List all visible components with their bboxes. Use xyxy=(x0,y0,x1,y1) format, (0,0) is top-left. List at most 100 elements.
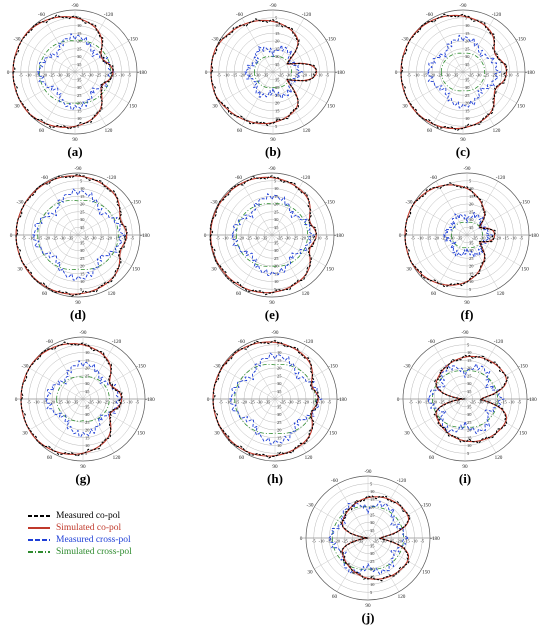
polar-panel-f: 0 30 60 90 120 150 -180 -150 -120 -90 -60 -30 -5 -5 5 5… xyxy=(392,163,542,325)
radial-tick-label: -15 xyxy=(41,400,48,405)
radial-tick-label: -30 xyxy=(91,236,98,241)
radial-tick-label: 15 xyxy=(469,271,474,276)
angular-tick-label: -60 xyxy=(46,339,53,345)
radial-tick-label: 5 xyxy=(275,124,278,129)
radial-tick-label: 30 xyxy=(274,217,279,222)
simulated-co-pol-series-f xyxy=(404,184,496,286)
radial-tick-label: 15 xyxy=(275,31,280,36)
angular-tick-label: 30 xyxy=(211,266,217,272)
radial-tick-label: -15 xyxy=(425,236,432,241)
angular-tick-label: 150 xyxy=(517,103,525,109)
polar-plot-i: 0 30 60 90 120 150 -180 -150 -120 -90 -60 -30 -5 -5 5 5… xyxy=(397,330,537,470)
radial-tick-label: 25 xyxy=(467,420,472,425)
grid-spoke xyxy=(29,367,84,400)
polar-panel-e: 0 30 60 90 120 150 -180 -150 -120 -90 -60 -30 -5 -5 5 5… xyxy=(197,163,347,325)
radial-tick-label: 35 xyxy=(465,62,470,67)
radial-tick-label: 30 xyxy=(275,85,280,90)
radial-tick-label: -20 xyxy=(106,236,113,241)
radial-tick-label: 10 xyxy=(80,279,85,284)
angular-tick-label: -90 xyxy=(272,330,279,336)
radial-tick-label: 5 xyxy=(80,178,83,183)
grid-spoke xyxy=(240,234,273,289)
radial-tick-label: 5 xyxy=(85,451,88,456)
radial-tick-label: -10 xyxy=(34,400,41,405)
radial-tick-label: -25 xyxy=(439,400,446,405)
radial-tick-label: -10 xyxy=(29,236,36,241)
angular-tick-label: -120 xyxy=(301,175,311,181)
angular-tick-label: -60 xyxy=(238,339,245,345)
simulated-co-pol-series-h xyxy=(212,341,319,457)
radial-tick-label: 20 xyxy=(275,101,280,106)
angular-tick-label: -150 xyxy=(516,36,526,42)
angular-tick-label: 150 xyxy=(521,266,529,272)
simulated-co-pol-series-b xyxy=(210,19,318,125)
panel-label-a: (a) xyxy=(67,144,83,159)
radial-tick-label: -35 xyxy=(280,400,287,405)
angular-tick-label: 120 xyxy=(398,594,406,600)
angular-tick-label: -30 xyxy=(402,36,409,42)
radial-tick-label: -5 xyxy=(127,73,131,78)
measured-cross-pol-series-j xyxy=(328,500,410,575)
panel-label-c: (c) xyxy=(455,144,471,159)
radial-tick-label: 25 xyxy=(275,93,280,98)
radial-tick-label: -30 xyxy=(476,73,483,78)
radial-tick-label: 5 xyxy=(80,287,83,292)
angular-tick-label: 30 xyxy=(402,103,408,109)
polar-panel-i: 0 30 60 90 120 150 -180 -150 -120 -90 -60 -30 -5 -5 5 5… xyxy=(390,327,540,489)
radial-tick-label: 30 xyxy=(277,412,282,417)
radial-tick-label: -25 xyxy=(437,73,444,78)
angular-tick-label: 90 xyxy=(80,464,86,470)
grid-spoke xyxy=(413,234,468,267)
angular-tick-label: 120 xyxy=(495,455,503,461)
radial-tick-label: 20 xyxy=(465,101,470,106)
polar-panel-h: 0 30 60 90 120 150 -180 -150 -120 -90 -60 -30 -5 -5 5 5… xyxy=(200,327,350,489)
radial-tick-label: -10 xyxy=(119,73,126,78)
angular-tick-label: -90 xyxy=(464,166,471,172)
radial-tick-label: 20 xyxy=(467,428,472,433)
grid-spoke xyxy=(271,234,326,267)
angular-tick-label: -120 xyxy=(112,339,122,345)
grid-spoke xyxy=(462,40,517,73)
simulated-cross-pol-series-c xyxy=(440,52,486,92)
grid-spoke xyxy=(464,367,519,400)
grid-spoke xyxy=(272,18,305,73)
grid-spoke xyxy=(272,40,327,73)
radial-tick-label: -5 xyxy=(19,73,23,78)
measured-cross-pol-series-f xyxy=(443,211,493,258)
grid-spoke xyxy=(462,71,517,104)
angular-tick-label: -180 xyxy=(525,70,535,76)
legend-label-simulated-cross-pol: Simulated cross-pol xyxy=(56,547,132,557)
angular-tick-label: -30 xyxy=(17,199,24,205)
radial-tick-label: -30 xyxy=(57,73,64,78)
radial-tick-label: 5 xyxy=(467,342,470,347)
radial-tick-label: 25 xyxy=(80,256,85,261)
radial-tick-label: -35 xyxy=(262,73,269,78)
radial-tick-label: -35 xyxy=(472,236,479,241)
grid-spoke xyxy=(462,18,495,73)
radial-tick-label: 10 xyxy=(467,350,472,355)
radial-tick-label: -25 xyxy=(292,236,299,241)
angular-tick-label: 60 xyxy=(47,455,53,461)
angular-tick-label: 30 xyxy=(17,266,23,272)
angular-tick-label: -120 xyxy=(496,175,506,181)
angular-tick-label: 90 xyxy=(272,464,278,470)
angular-tick-label: -120 xyxy=(494,339,504,345)
angular-tick-label: -150 xyxy=(421,502,431,508)
angular-tick-label: -90 xyxy=(460,3,467,9)
radial-tick-label: 25 xyxy=(277,373,282,378)
angular-tick-label: -90 xyxy=(270,3,277,9)
radial-tick-label: 15 xyxy=(370,574,375,579)
radial-tick-label: 25 xyxy=(77,46,82,51)
measured-cross-pol-series-d xyxy=(32,188,126,281)
angular-tick-label: 90 xyxy=(72,137,78,143)
angular-tick-label: 60 xyxy=(39,128,45,134)
radial-tick-label: -25 xyxy=(388,539,395,544)
radial-tick-label: -35 xyxy=(357,539,364,544)
radial-tick-label: 20 xyxy=(274,264,279,269)
polar-panel-j: 0 30 60 90 120 150 -180 -150 -120 -90 -60 -30 -5 -5 5 5… xyxy=(293,466,443,628)
radial-tick-label: 10 xyxy=(80,186,85,191)
radial-tick-label: -20 xyxy=(495,236,502,241)
angular-tick-label: 120 xyxy=(497,291,505,297)
angular-tick-label: 0 xyxy=(15,397,18,403)
